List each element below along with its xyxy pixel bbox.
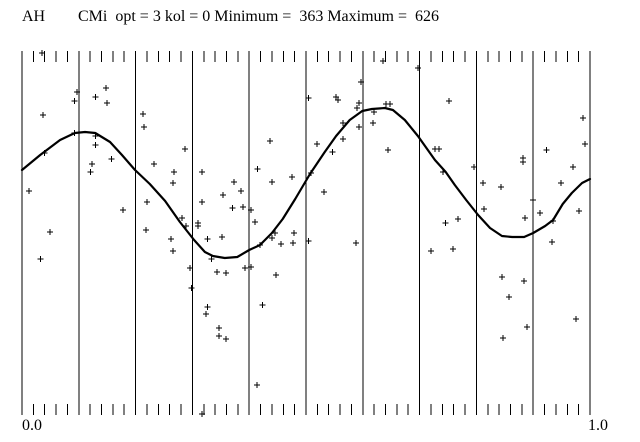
axis-ticks	[32, 51, 580, 415]
plot-title: AH CMi opt = 3 kol = 0 Minimum = 363 Max…	[0, 8, 640, 28]
star-name-label: AH	[22, 8, 46, 25]
gridlines	[21, 51, 591, 415]
fit-curve	[20, 106, 592, 260]
plot-params-label: CMi opt = 3 kol = 0 Minimum = 363 Maximu…	[78, 8, 439, 25]
x-axis-label-max: 1.0	[588, 417, 608, 434]
x-axis-label-min: 0.0	[22, 417, 42, 434]
data-points	[25, 50, 588, 417]
